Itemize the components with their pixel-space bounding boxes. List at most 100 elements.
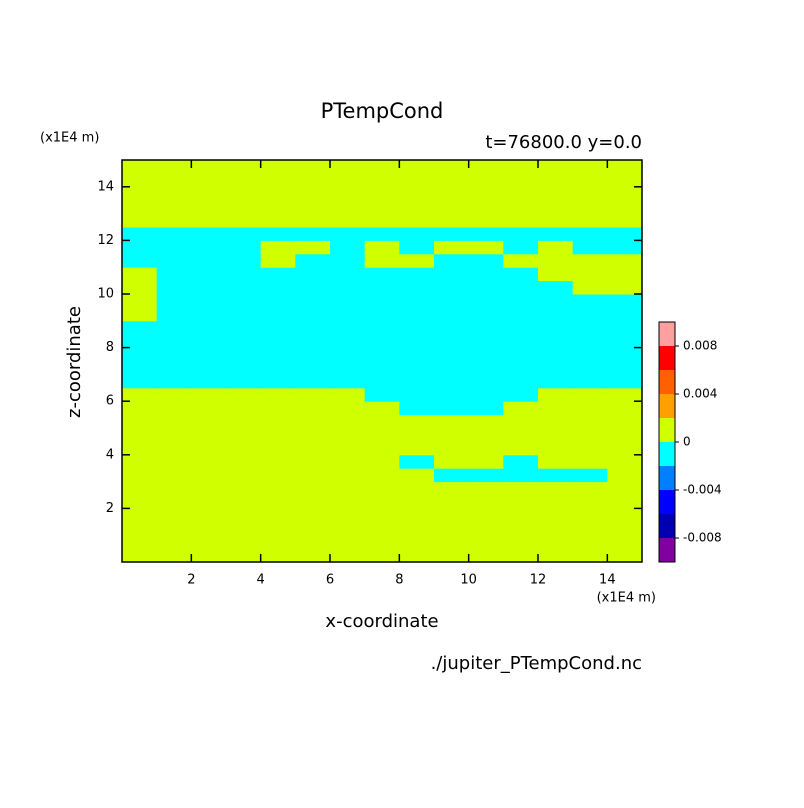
cell bbox=[399, 347, 435, 362]
cell bbox=[503, 186, 539, 201]
cell bbox=[156, 294, 192, 308]
cell bbox=[572, 535, 608, 550]
cell bbox=[330, 481, 366, 496]
cell bbox=[260, 414, 296, 429]
cell bbox=[191, 294, 227, 308]
cell bbox=[330, 414, 366, 429]
cell bbox=[364, 186, 400, 201]
cell bbox=[295, 387, 331, 402]
cell bbox=[572, 173, 608, 188]
cell bbox=[122, 253, 158, 268]
cell bbox=[468, 213, 504, 228]
cell bbox=[191, 280, 227, 295]
cell bbox=[434, 535, 470, 550]
cell bbox=[156, 508, 192, 523]
cell bbox=[468, 307, 504, 322]
cell bbox=[572, 307, 608, 322]
cell bbox=[607, 454, 643, 469]
cell bbox=[122, 347, 158, 362]
cell bbox=[503, 361, 539, 375]
cell bbox=[572, 347, 608, 362]
x-tick-label: 10 bbox=[460, 573, 477, 588]
colorbar-band bbox=[659, 442, 675, 466]
cell bbox=[156, 428, 192, 442]
cell bbox=[295, 307, 331, 322]
cell bbox=[538, 481, 574, 496]
cell bbox=[156, 481, 192, 496]
cell bbox=[226, 200, 262, 215]
cell bbox=[226, 173, 262, 188]
cell bbox=[226, 240, 262, 255]
cell bbox=[295, 347, 331, 362]
cell bbox=[191, 414, 227, 429]
cell bbox=[330, 401, 366, 416]
cell bbox=[434, 361, 470, 375]
cell bbox=[468, 548, 504, 563]
cell bbox=[330, 361, 366, 375]
cell bbox=[503, 200, 539, 215]
cell bbox=[434, 468, 470, 483]
cell bbox=[434, 173, 470, 188]
cell bbox=[399, 294, 435, 308]
cell bbox=[399, 428, 435, 442]
cell bbox=[399, 280, 435, 295]
cell bbox=[156, 186, 192, 201]
cell bbox=[260, 535, 296, 550]
cell bbox=[572, 428, 608, 442]
cell bbox=[122, 428, 158, 442]
cell bbox=[330, 307, 366, 322]
cell bbox=[399, 200, 435, 215]
cell bbox=[260, 347, 296, 362]
cell bbox=[122, 186, 158, 201]
cell bbox=[364, 213, 400, 228]
cell bbox=[468, 374, 504, 389]
cell bbox=[468, 347, 504, 362]
cell bbox=[468, 253, 504, 268]
cell bbox=[122, 374, 158, 389]
cell bbox=[538, 280, 574, 295]
cell bbox=[156, 414, 192, 429]
cell bbox=[122, 227, 158, 241]
cell bbox=[538, 213, 574, 228]
source: ./jupiter_PTempCond.nc bbox=[431, 653, 642, 674]
cell bbox=[607, 267, 643, 282]
cell bbox=[607, 495, 643, 509]
cell bbox=[260, 428, 296, 442]
cell bbox=[156, 387, 192, 402]
cell bbox=[260, 374, 296, 389]
cell bbox=[607, 387, 643, 402]
cell bbox=[260, 240, 296, 255]
cell bbox=[156, 200, 192, 215]
cell bbox=[434, 227, 470, 241]
cell bbox=[572, 508, 608, 523]
cell bbox=[503, 468, 539, 483]
cell bbox=[191, 334, 227, 349]
cell bbox=[156, 441, 192, 456]
cell bbox=[226, 253, 262, 268]
cell bbox=[572, 213, 608, 228]
colorbar-band bbox=[659, 418, 675, 442]
cell bbox=[260, 320, 296, 335]
cell bbox=[399, 454, 435, 469]
cell bbox=[503, 267, 539, 282]
cell bbox=[295, 200, 331, 215]
cell bbox=[607, 401, 643, 416]
cell bbox=[607, 441, 643, 456]
y-tick-label: 6 bbox=[106, 394, 114, 409]
cell bbox=[364, 334, 400, 349]
cell bbox=[364, 428, 400, 442]
cell bbox=[434, 387, 470, 402]
y-tick-label: 10 bbox=[97, 287, 114, 302]
cell bbox=[468, 495, 504, 509]
y-tick-label: 2 bbox=[106, 501, 114, 516]
y-tick-label: 12 bbox=[97, 233, 114, 248]
cell bbox=[538, 253, 574, 268]
cell bbox=[191, 521, 227, 536]
cell bbox=[295, 521, 331, 536]
cell bbox=[330, 508, 366, 523]
cell bbox=[364, 374, 400, 389]
cell bbox=[122, 481, 158, 496]
cell bbox=[434, 441, 470, 456]
cell bbox=[295, 213, 331, 228]
cell bbox=[156, 535, 192, 550]
